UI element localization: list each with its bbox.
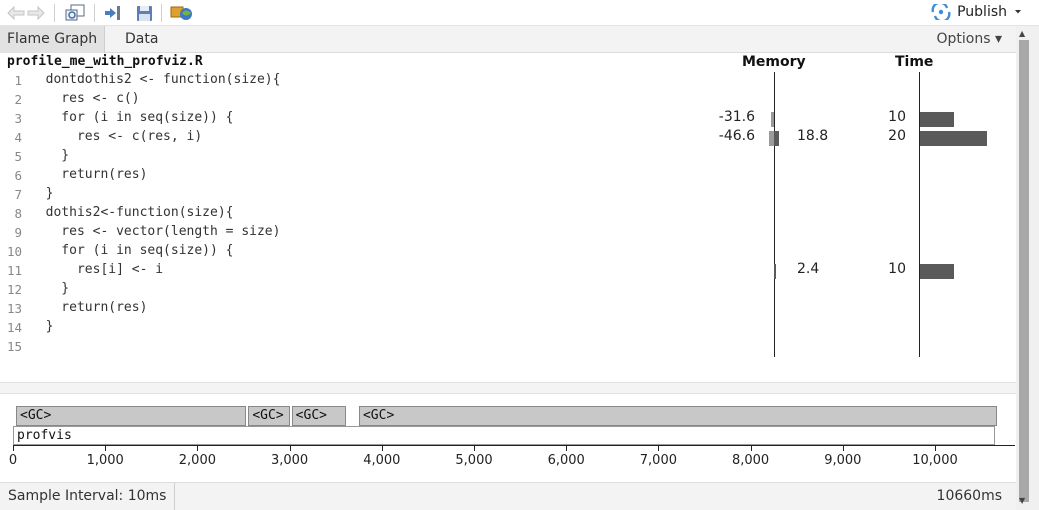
sample-interval: Sample Interval: 10ms bbox=[0, 483, 176, 510]
file-name: profile_me_with_profviz.R bbox=[7, 54, 203, 69]
x-axis-tick-label: 1,000 bbox=[86, 453, 124, 468]
view-tabs: Flame Graph Data Options ▾ bbox=[0, 26, 1016, 53]
x-axis-tick-label: 5,000 bbox=[455, 453, 493, 468]
memory-axis bbox=[774, 72, 775, 357]
back-icon[interactable] bbox=[6, 2, 26, 24]
time-bar bbox=[920, 131, 987, 146]
scroll-up-icon[interactable]: ▲ bbox=[1019, 29, 1026, 38]
time-x-axis bbox=[13, 445, 1015, 446]
x-axis-tick bbox=[105, 445, 107, 451]
code-line[interactable]: } bbox=[30, 319, 54, 334]
code-line[interactable]: } bbox=[30, 281, 70, 296]
x-axis-tick bbox=[381, 445, 383, 451]
code-line[interactable]: res <- vector(length = size) bbox=[30, 224, 281, 239]
line-number: 13 bbox=[6, 301, 22, 316]
flame-cell-profvis[interactable]: profvis bbox=[13, 426, 995, 445]
memory-allocated-value: 2.4 bbox=[797, 261, 820, 277]
code-line[interactable]: for (i in seq(size)) { bbox=[30, 110, 234, 125]
line-number: 7 bbox=[14, 187, 22, 202]
publish-label: Publish bbox=[957, 4, 1007, 20]
load-profile-icon[interactable] bbox=[103, 2, 123, 24]
memory-deallocated-bar bbox=[769, 131, 774, 146]
time-column-header: Time bbox=[895, 54, 934, 70]
memory-deallocated-value: -46.6 bbox=[718, 128, 755, 144]
x-axis-tick bbox=[566, 445, 568, 451]
memory-allocated-bar bbox=[774, 131, 779, 146]
line-number: 8 bbox=[14, 206, 22, 221]
total-time: 10660ms bbox=[936, 488, 1002, 504]
scrollbar-thumb[interactable] bbox=[1019, 40, 1029, 502]
zoom-popout-icon[interactable] bbox=[64, 2, 86, 24]
save-icon[interactable] bbox=[134, 2, 154, 24]
memory-allocated-value: 18.8 bbox=[797, 128, 829, 144]
flame-cell-gc[interactable]: <GC> bbox=[16, 406, 247, 426]
x-axis-tick bbox=[474, 445, 475, 451]
time-bar bbox=[920, 112, 954, 127]
code-line[interactable]: return(res) bbox=[30, 167, 148, 182]
chevron-down-icon[interactable] bbox=[1013, 8, 1023, 16]
x-axis-tick-label: 8,000 bbox=[731, 453, 770, 468]
x-axis-tick-label: 9,000 bbox=[824, 453, 862, 468]
line-number: 2 bbox=[14, 92, 22, 107]
line-number: 9 bbox=[14, 225, 22, 240]
memory-allocated-bar bbox=[774, 264, 776, 279]
x-axis-tick bbox=[197, 445, 199, 451]
time-value: 10 bbox=[888, 261, 906, 277]
time-axis bbox=[919, 72, 920, 357]
x-axis-tick-label: 3,000 bbox=[270, 453, 309, 468]
x-axis-tick-label: 2,000 bbox=[178, 453, 216, 468]
pane-splitter[interactable] bbox=[0, 382, 1016, 394]
line-number: 10 bbox=[6, 244, 22, 259]
x-axis-tick-label: 6,000 bbox=[547, 453, 585, 468]
line-number: 5 bbox=[14, 149, 22, 164]
x-axis-tick bbox=[750, 445, 752, 451]
line-number: 14 bbox=[6, 320, 22, 335]
tab-data[interactable]: Data bbox=[125, 31, 159, 47]
x-axis-tick bbox=[935, 445, 936, 451]
time-value: 20 bbox=[888, 128, 906, 144]
flame-cell-gc[interactable]: <GC> bbox=[248, 406, 290, 426]
tab-flame-graph[interactable]: Flame Graph bbox=[0, 26, 106, 53]
publish-to-rpubs-icon[interactable] bbox=[169, 2, 195, 24]
line-number: 15 bbox=[6, 339, 22, 354]
memory-deallocated-bar bbox=[770, 112, 774, 127]
x-axis-tick-label: 10,000 bbox=[912, 453, 958, 468]
code-line[interactable]: return(res) bbox=[30, 300, 148, 315]
flame-cell-gc[interactable]: <GC> bbox=[291, 406, 346, 426]
code-line[interactable]: res[i] <- i bbox=[30, 262, 164, 277]
flame-cell-gc[interactable]: <GC> bbox=[358, 406, 997, 426]
status-bar: Sample Interval: 10ms 10660ms bbox=[0, 482, 1016, 510]
line-number: 3 bbox=[14, 111, 22, 126]
code-line[interactable]: } bbox=[30, 148, 70, 163]
x-axis-tick bbox=[289, 445, 291, 451]
line-number: 6 bbox=[14, 168, 22, 183]
x-axis-tick bbox=[13, 445, 14, 451]
x-axis-tick-label: 0 bbox=[8, 453, 18, 468]
code-line[interactable]: dontdothis2 <- function(size){ bbox=[30, 72, 281, 87]
line-number: 12 bbox=[6, 282, 22, 297]
vertical-scrollbar[interactable]: ▲ ▼ bbox=[1016, 26, 1039, 510]
options-menu-button[interactable]: Options ▾ bbox=[936, 31, 1003, 47]
toolbar: Publish bbox=[0, 0, 1039, 26]
publish-button[interactable]: Publish bbox=[931, 1, 1023, 23]
forward-icon[interactable] bbox=[26, 2, 46, 24]
x-axis-tick bbox=[842, 445, 844, 451]
memory-column-header: Memory bbox=[742, 54, 806, 70]
code-line[interactable]: for (i in seq(size)) { bbox=[30, 243, 234, 258]
line-number: 4 bbox=[14, 130, 22, 145]
publish-icon bbox=[931, 4, 951, 20]
code-line[interactable]: } bbox=[30, 186, 54, 201]
x-axis-tick-label: 4,000 bbox=[363, 453, 401, 468]
time-value: 10 bbox=[888, 109, 906, 125]
x-axis-tick-label: 7,000 bbox=[639, 453, 677, 468]
code-line[interactable]: res <- c(res, i) bbox=[30, 129, 203, 144]
line-number: 11 bbox=[6, 263, 22, 278]
line-number: 1 bbox=[14, 73, 22, 88]
time-bar bbox=[920, 264, 954, 279]
code-line[interactable]: res <- c() bbox=[30, 91, 140, 106]
code-line[interactable]: dothis2<-function(size){ bbox=[30, 205, 234, 220]
scroll-down-icon[interactable]: ▼ bbox=[1019, 496, 1026, 505]
x-axis-tick bbox=[658, 445, 660, 451]
memory-deallocated-value: -31.6 bbox=[718, 109, 755, 125]
